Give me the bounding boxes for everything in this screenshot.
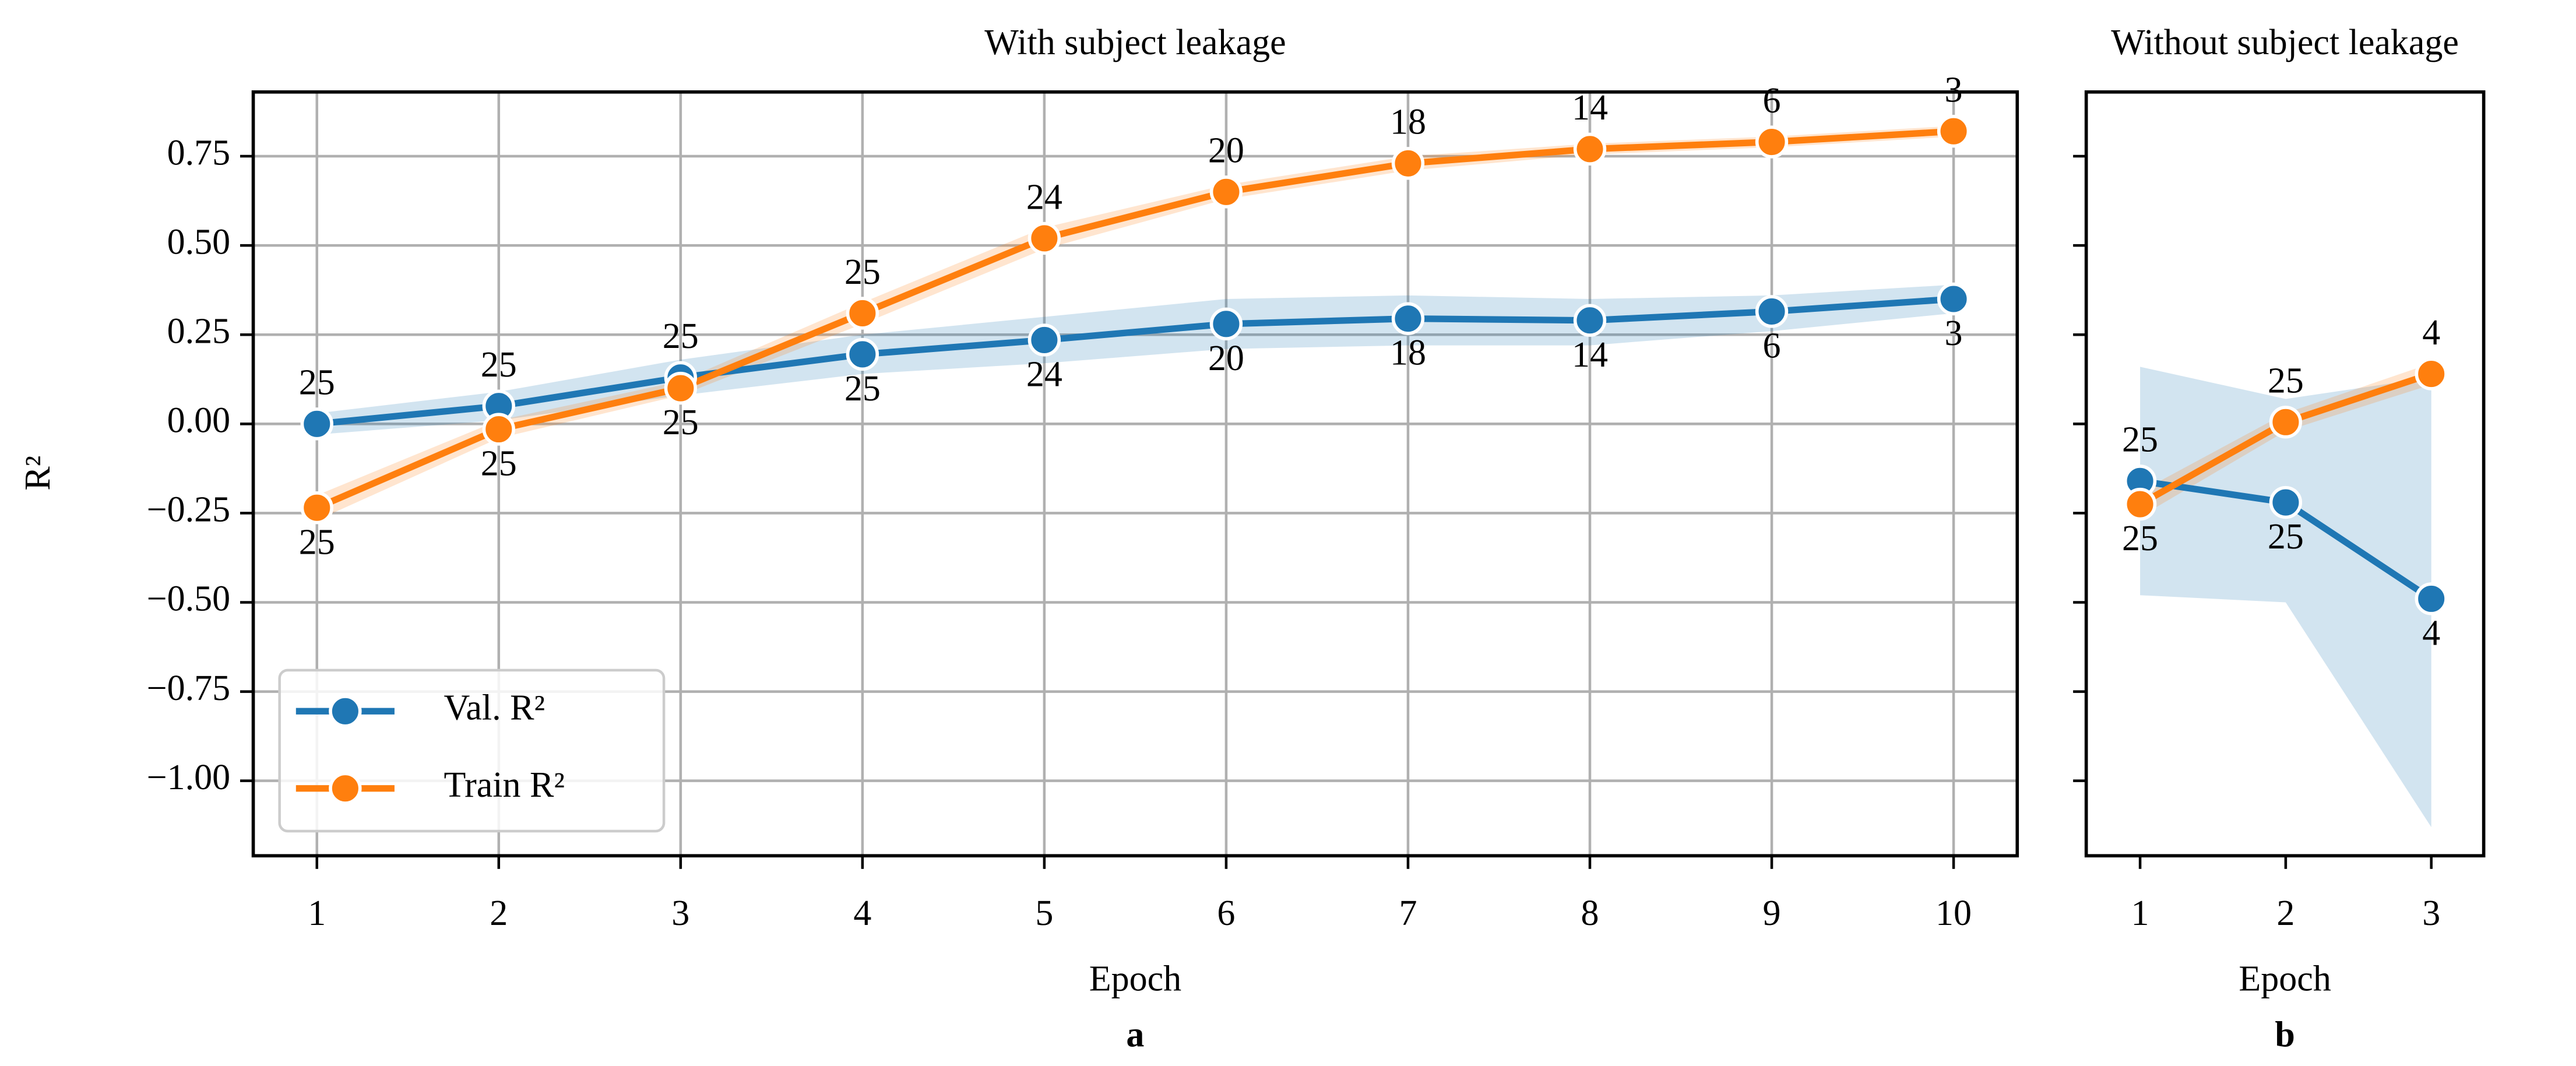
data-point (2269, 485, 2303, 519)
x-tick-label: 1 (308, 893, 326, 933)
chart-title: Without subject leakage (2111, 23, 2459, 62)
data-point (1209, 175, 1243, 209)
count-label: 18 (1390, 103, 1426, 142)
x-tick-label: 7 (1399, 893, 1417, 933)
x-tick-label: 10 (1935, 893, 1972, 933)
y-tick-label: 0.25 (167, 311, 231, 351)
x-tick-label: 8 (1581, 893, 1599, 933)
x-tick-label: 2 (2276, 893, 2295, 933)
y-tick-label: −0.75 (147, 669, 230, 708)
data-point (300, 491, 333, 525)
legend-label: Val. R² (444, 688, 545, 728)
data-point (2415, 357, 2448, 390)
data-point (1937, 114, 1970, 148)
data-point (1755, 295, 1789, 328)
data-point (2123, 487, 2157, 521)
x-tick-label: 4 (853, 893, 871, 933)
y-tick-label: −0.50 (147, 579, 230, 619)
count-label: 20 (1208, 339, 1244, 378)
legend-label: Train R² (444, 765, 565, 805)
data-point (1391, 147, 1425, 180)
x-axis-label: Epoch (2239, 959, 2331, 999)
confidence-band (2140, 367, 2431, 828)
panel-label: b (2275, 1015, 2295, 1054)
data-point (1755, 125, 1789, 159)
chart-title: With subject leakage (984, 23, 1286, 62)
count-label: 25 (299, 363, 335, 403)
count-label: 25 (663, 403, 699, 442)
count-label: 4 (2422, 613, 2440, 653)
count-label: 24 (1026, 354, 1062, 394)
data-point (664, 371, 698, 405)
count-label: 20 (1208, 131, 1244, 171)
data-point (1573, 304, 1607, 337)
y-tick-label: 0.75 (167, 133, 231, 173)
x-tick-label: 2 (490, 893, 508, 933)
count-label: 4 (2422, 313, 2440, 353)
count-label: 25 (481, 444, 517, 484)
count-label: 25 (481, 345, 517, 385)
data-point (846, 337, 879, 371)
data-point (482, 413, 515, 446)
data-point (2269, 406, 2303, 439)
y-tick-label: 0.00 (167, 401, 231, 441)
y-axis-label: R² (18, 456, 58, 491)
panel-label: a (1126, 1015, 1144, 1054)
x-tick-label: 1 (2131, 893, 2149, 933)
data-point (1027, 221, 1061, 255)
count-label: 6 (1763, 326, 1781, 365)
confidence-band (2140, 363, 2431, 517)
data-point (1937, 282, 1970, 316)
series-line (315, 128, 1954, 511)
data-point (1573, 132, 1607, 166)
count-label: 3 (1945, 71, 1963, 110)
count-label: 18 (1390, 333, 1426, 373)
plot-frame (251, 90, 2019, 858)
y-tick-label: −1.00 (147, 758, 230, 797)
count-label: 25 (299, 522, 335, 562)
legend-marker (329, 772, 362, 805)
y-tick-label: 0.50 (167, 222, 231, 262)
x-tick-label: 3 (2422, 893, 2440, 933)
x-tick-label: 6 (1217, 893, 1235, 933)
count-label: 25 (2122, 519, 2158, 558)
x-tick-label: 3 (671, 893, 689, 933)
count-label: 25 (2122, 420, 2158, 460)
y-tick-label: −0.25 (147, 490, 230, 530)
plot-frame (2084, 90, 2486, 858)
x-tick-label: 9 (1763, 893, 1781, 933)
count-label: 3 (1945, 314, 1963, 353)
legend-marker (329, 695, 362, 728)
count-label: 25 (663, 316, 699, 356)
data-point (1209, 307, 1243, 341)
count-label: 25 (844, 369, 881, 409)
count-label: 14 (1572, 88, 1608, 128)
count-label: 14 (1572, 335, 1608, 375)
x-axis-label: Epoch (1089, 959, 1181, 999)
x-tick-label: 5 (1035, 893, 1053, 933)
data-point (1027, 323, 1061, 357)
data-point (1391, 302, 1425, 335)
count-label: 25 (2268, 517, 2304, 557)
series-line (316, 295, 1954, 427)
count-label: 25 (844, 252, 881, 292)
count-label: 6 (1763, 81, 1781, 121)
data-point (2415, 582, 2448, 615)
count-label: 25 (2268, 361, 2304, 401)
count-label: 24 (1026, 177, 1062, 217)
data-point (846, 297, 879, 330)
data-point (300, 407, 333, 441)
